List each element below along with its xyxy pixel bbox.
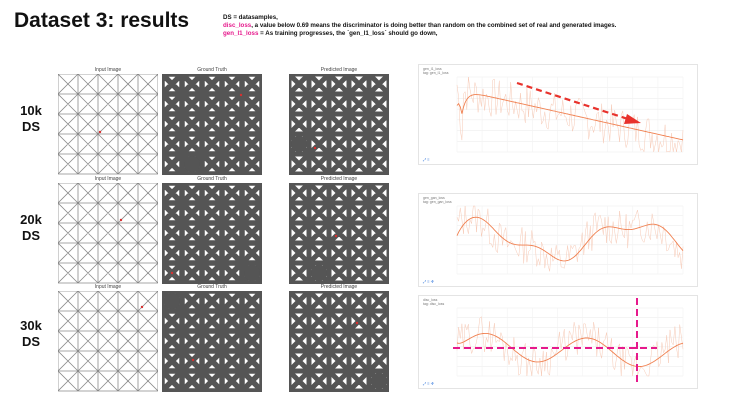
gen-loss-key: gen_l1_loss: [223, 30, 259, 38]
disc-loss-key: disc_loss: [223, 22, 252, 30]
row-label-unit: DS: [21, 334, 41, 349]
panel-caption: Input Image: [94, 284, 122, 290]
truth-lattice-image: [162, 183, 262, 284]
gen-loss-desc: = As training progresses, the `gen_l1_lo…: [258, 30, 438, 38]
smoothed-loss-series: [456, 216, 684, 262]
input-panel: Input Image: [58, 284, 158, 392]
row-label-count: 30k: [20, 318, 42, 333]
legend-text: DS = datasamples, disc_loss, a value bel…: [223, 14, 616, 39]
row-label-count: 20k: [20, 212, 42, 227]
loss-chart: [456, 205, 684, 275]
plot-header: gen_gan_loss tag: gen_gan_loss: [423, 196, 452, 204]
plot-gen-gan-loss: gen_gan_loss tag: gen_gan_loss ⤢ ≡ ✥: [418, 193, 698, 287]
loss-chart: [453, 298, 684, 386]
legend-line-disc: disc_loss, a value below 0.69 means the …: [223, 22, 616, 30]
pred-lattice-image: [289, 183, 389, 284]
truth-panel: Ground Truth: [162, 284, 262, 392]
loss-chart: [456, 76, 684, 153]
slide-title: Dataset 3: results: [14, 9, 190, 32]
plot-header: gen_l1_loss tag: gen_l1_loss: [423, 67, 449, 75]
truth-panel: Ground Truth: [162, 67, 262, 175]
legend-line-gen: gen_l1_loss = As training progresses, th…: [223, 30, 616, 38]
input-lattice-image: [58, 74, 158, 175]
truth-lattice-image: [162, 74, 262, 175]
smoothed-loss-series: [456, 332, 684, 367]
pred-panel: Predicted Image: [289, 67, 389, 175]
raw-loss-series: [456, 205, 684, 272]
plot-controls-icon[interactable]: ⤢ ≡ ✥: [423, 381, 434, 386]
panel-caption: Ground Truth: [197, 67, 227, 73]
input-lattice-image: [58, 291, 158, 392]
row-label-30k: 30k DS: [12, 318, 50, 350]
row-label-10k: 10k DS: [12, 103, 50, 135]
input-lattice-image: [58, 183, 158, 284]
plot-controls-icon[interactable]: ⤢ ≡ ✥: [423, 279, 434, 284]
pred-panel: Predicted Image: [289, 176, 389, 284]
pred-lattice-image: [289, 291, 389, 392]
row-label-20k: 20k DS: [12, 212, 50, 244]
panel-caption: Predicted Image: [320, 67, 358, 73]
raw-loss-series: [456, 76, 684, 153]
panel-caption: Ground Truth: [197, 176, 227, 182]
pred-panel: Predicted Image: [289, 284, 389, 392]
pred-lattice-image: [289, 74, 389, 175]
panel-caption: Predicted Image: [320, 284, 358, 290]
plot-disc-loss: disc_loss tag: disc_loss ⤢ ≡ ✥: [418, 295, 698, 389]
truth-panel: Ground Truth: [162, 176, 262, 284]
row-label-unit: DS: [21, 119, 41, 134]
panel-caption: Predicted Image: [320, 176, 358, 182]
trend-arrow-line: [516, 81, 632, 122]
row-label-count: 10k: [20, 103, 42, 118]
panel-caption: Ground Truth: [197, 284, 227, 290]
panel-caption: Input Image: [94, 67, 122, 73]
plot-gen-l1-loss: gen_l1_loss tag: gen_l1_loss ⤢ ≡: [418, 64, 698, 165]
panel-caption: Input Image: [94, 176, 122, 182]
disc-loss-desc: , a value below 0.69 means the discrimin…: [251, 22, 617, 30]
legend-line-ds: DS = datasamples,: [223, 14, 278, 21]
input-panel: Input Image: [58, 176, 158, 284]
row-label-unit: DS: [21, 228, 41, 243]
input-panel: Input Image: [58, 67, 158, 175]
plot-controls-icon[interactable]: ⤢ ≡: [423, 157, 430, 162]
smoothed-loss-series: [456, 94, 684, 141]
raw-loss-series: [456, 316, 684, 377]
trend-arrow-head: [624, 114, 641, 124]
plot-header: disc_loss tag: disc_loss: [423, 298, 445, 306]
truth-lattice-image: [162, 291, 262, 392]
